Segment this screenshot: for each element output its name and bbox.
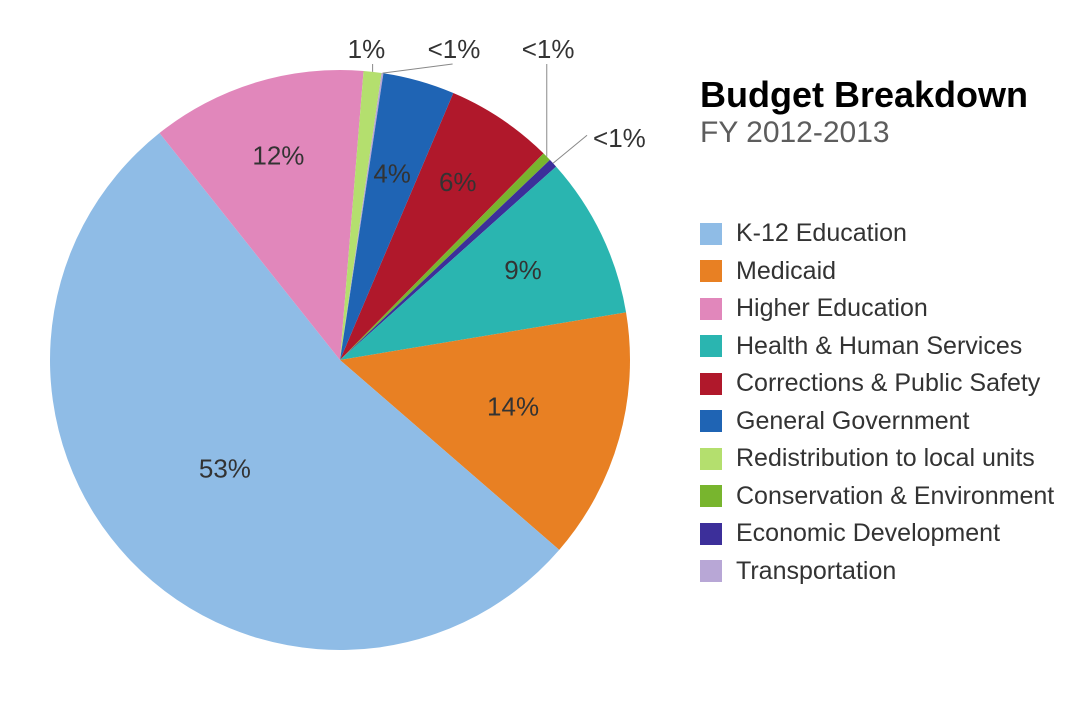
legend-item: Health & Human Services: [700, 333, 1080, 361]
slice-label-outer: 1%: [348, 34, 386, 65]
legend-swatch: [700, 298, 722, 320]
slice-label: 6%: [439, 167, 477, 197]
legend-swatch: [700, 448, 722, 470]
slice-label-outer: <1%: [522, 34, 575, 65]
legend-label: Redistribution to local units: [736, 445, 1035, 473]
legend-item: Corrections & Public Safety: [700, 370, 1080, 398]
legend-item: Conservation & Environment: [700, 483, 1080, 511]
legend-item: Higher Education: [700, 295, 1080, 323]
legend-label: Transportation: [736, 558, 896, 586]
legend-swatch: [700, 335, 722, 357]
slice-label-outer: <1%: [428, 34, 481, 65]
legend-swatch: [700, 223, 722, 245]
legend-label: Health & Human Services: [736, 333, 1022, 361]
legend-swatch: [700, 560, 722, 582]
chart-subtitle: FY 2012-2013: [700, 116, 1060, 150]
legend-swatch: [700, 260, 722, 282]
legend-swatch: [700, 410, 722, 432]
legend-swatch: [700, 523, 722, 545]
legend-label: K-12 Education: [736, 220, 907, 248]
slice-label: 14%: [487, 392, 539, 422]
pie-chart: 6% 9% 14% 53% 12% 4%: [40, 60, 640, 660]
legend-label: Higher Education: [736, 295, 928, 323]
legend-label: General Government: [736, 408, 969, 436]
legend-label: Corrections & Public Safety: [736, 370, 1040, 398]
slice-label: 53%: [199, 453, 251, 483]
legend-item: Medicaid: [700, 258, 1080, 286]
legend: K-12 Education Medicaid Higher Education He…: [700, 220, 1080, 595]
slice-label-outer: <1%: [593, 123, 646, 154]
legend-item: Transportation: [700, 558, 1080, 586]
slice-label: 12%: [252, 140, 304, 170]
legend-label: Conservation & Environment: [736, 483, 1054, 511]
chart-stage: 6% 9% 14% 53% 12% 4% Budget Breakdown FY 2012…: [0, 0, 1080, 722]
title-block: Budget Breakdown FY 2012-2013: [700, 76, 1060, 150]
legend-item: K-12 Education: [700, 220, 1080, 248]
leader-line: [553, 135, 587, 163]
slice-label: 4%: [373, 159, 411, 189]
chart-title: Budget Breakdown: [700, 76, 1060, 114]
leader-line: [383, 64, 453, 73]
legend-label: Economic Development: [736, 520, 1000, 548]
legend-swatch: [700, 485, 722, 507]
pie-svg: 6% 9% 14% 53% 12% 4%: [40, 60, 640, 660]
slice-label: 9%: [504, 255, 542, 285]
legend-item: General Government: [700, 408, 1080, 436]
legend-label: Medicaid: [736, 258, 836, 286]
legend-swatch: [700, 373, 722, 395]
legend-item: Redistribution to local units: [700, 445, 1080, 473]
legend-item: Economic Development: [700, 520, 1080, 548]
